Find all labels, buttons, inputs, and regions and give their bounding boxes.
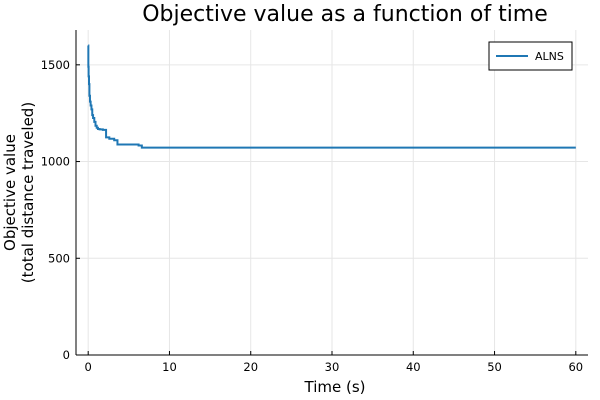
x-tick-layer: 0 10 20 30 40 50 60 bbox=[85, 351, 583, 374]
x-tick-label-4: 40 bbox=[406, 360, 421, 374]
y-tick-label-1: 500 bbox=[48, 251, 70, 265]
x-tick-label-5: 50 bbox=[487, 360, 502, 374]
y-tick-label-0: 0 bbox=[63, 348, 70, 362]
legend-label-alns: ALNS bbox=[535, 50, 564, 63]
series-line-alns bbox=[87, 44, 576, 149]
y-tick-layer: 0 500 1000 1500 bbox=[41, 58, 80, 362]
y-tick-label-2: 1000 bbox=[41, 155, 70, 169]
y-axis-label: Objective value (total distance traveled… bbox=[1, 102, 37, 283]
x-tick-label-2: 20 bbox=[243, 360, 258, 374]
series-layer bbox=[87, 44, 576, 149]
x-tick-label-3: 30 bbox=[325, 360, 340, 374]
legend: ALNS bbox=[488, 41, 573, 71]
x-tick-label-0: 0 bbox=[85, 360, 92, 374]
y-axis-label-line-1: Objective value bbox=[1, 134, 19, 251]
y-axis-label-line-2: (total distance traveled) bbox=[19, 102, 37, 283]
y-tick-label-3: 1500 bbox=[41, 58, 70, 72]
x-axis-label: Time (s) bbox=[304, 378, 366, 396]
x-tick-label-1: 10 bbox=[162, 360, 177, 374]
x-tick-label-6: 60 bbox=[568, 360, 583, 374]
grid-layer bbox=[76, 30, 588, 356]
chart-title: Objective value as a function of time bbox=[142, 2, 548, 27]
